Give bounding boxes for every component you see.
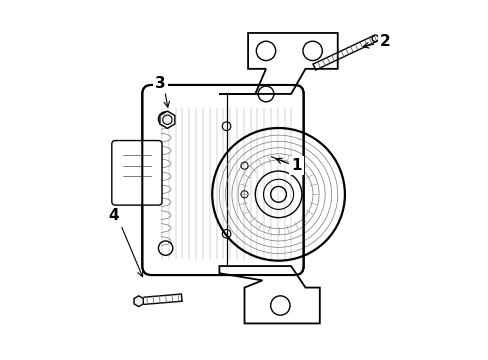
FancyBboxPatch shape bbox=[142, 85, 303, 275]
Text: 3: 3 bbox=[155, 76, 165, 91]
Polygon shape bbox=[134, 296, 143, 307]
Polygon shape bbox=[219, 33, 337, 94]
Text: 4: 4 bbox=[108, 208, 119, 223]
Text: 2: 2 bbox=[379, 34, 390, 49]
Text: 1: 1 bbox=[291, 158, 301, 173]
Polygon shape bbox=[219, 266, 319, 323]
Polygon shape bbox=[160, 111, 175, 129]
FancyBboxPatch shape bbox=[112, 140, 162, 205]
